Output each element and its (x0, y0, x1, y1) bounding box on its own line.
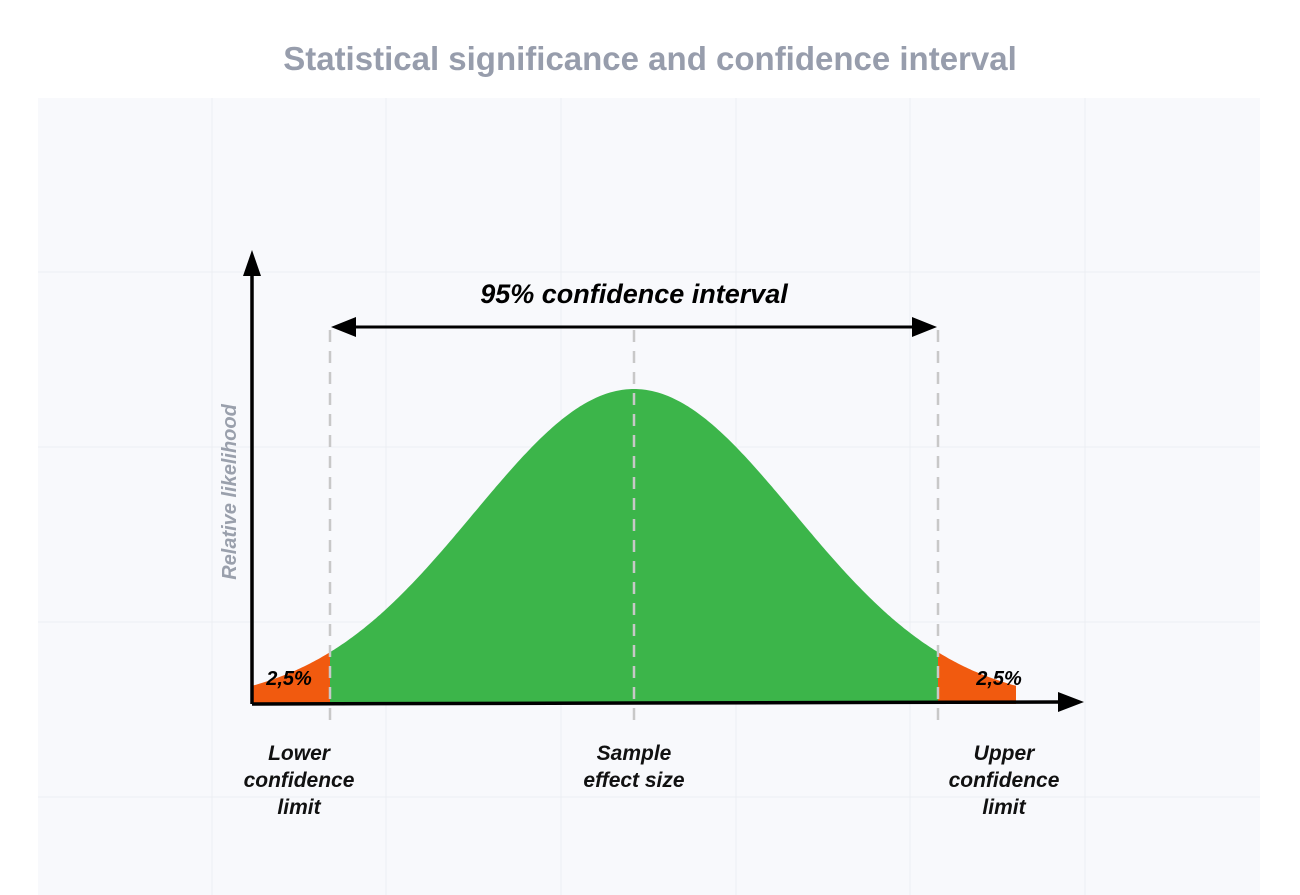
x-axis-arrowhead-icon (1058, 692, 1084, 712)
lower-limit-label: Lower confidence limit (243, 742, 355, 819)
lower-tail-area (252, 652, 330, 704)
interval-right-arrowhead-icon (912, 317, 937, 337)
interval-left-arrowhead-icon (331, 317, 356, 337)
tail-right-percent: 2,5% (975, 668, 1022, 690)
x-axis (251, 700, 1061, 706)
upper-tail-area (938, 652, 1016, 704)
y-axis-arrowhead-icon (243, 250, 261, 276)
tail-left-percent: 2,5% (265, 668, 312, 690)
y-axis-label: Relative likelihood (219, 403, 241, 579)
upper-limit-label: Upper confidence limit (948, 742, 1060, 819)
interval-label: 95% confidence interval (480, 279, 788, 309)
page-title: Statistical significance and confidence … (283, 40, 1017, 77)
sample-effect-label: Sample effect size (583, 742, 685, 792)
